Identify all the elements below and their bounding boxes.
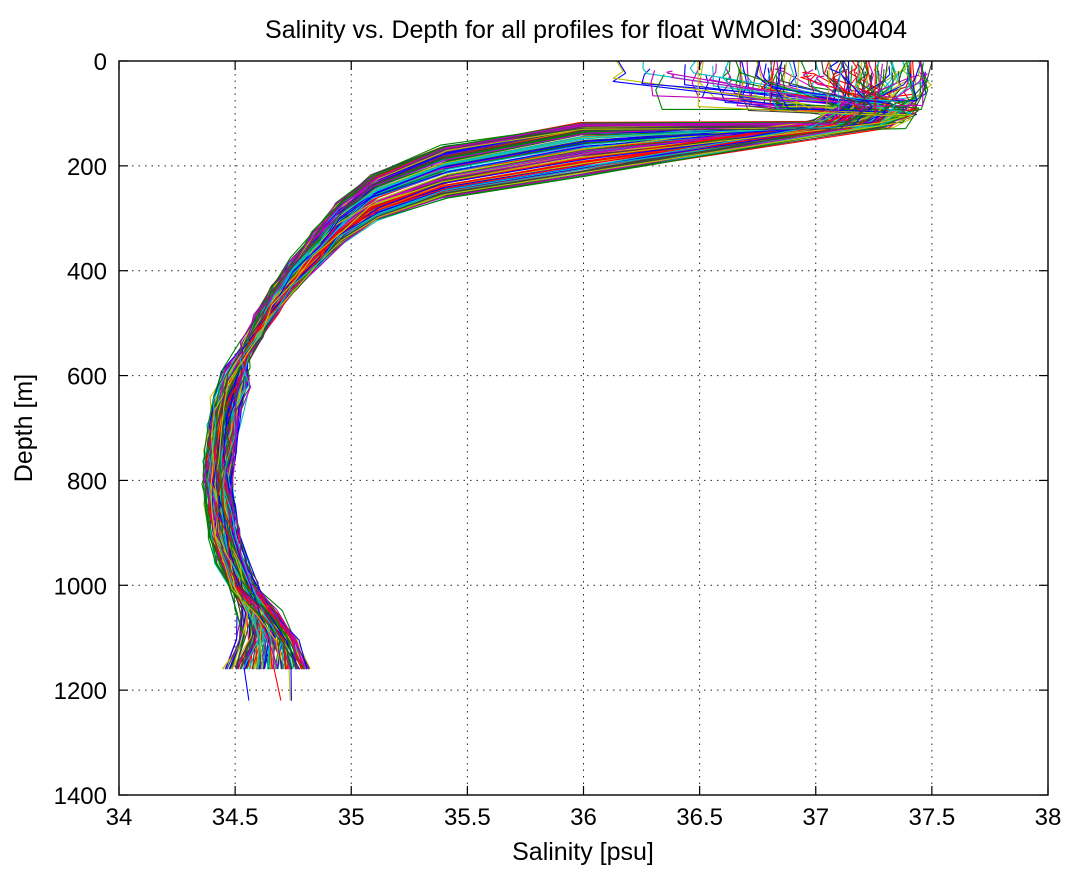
- salinity-profile-line: [205, 74, 891, 670]
- y-tick-label: 400: [67, 259, 107, 286]
- salinity-profile-line: [225, 60, 869, 669]
- x-tick-label: 35: [338, 804, 365, 831]
- salinity-profile-line: [202, 60, 927, 668]
- profile-lines: [201, 60, 933, 701]
- salinity-profile-line: [228, 74, 851, 670]
- salinity-profile-line: [222, 60, 843, 670]
- y-tick-label: 200: [67, 154, 107, 181]
- x-tick-label: 36.5: [676, 804, 723, 831]
- salinity-profile-line: [224, 70, 845, 668]
- y-tick-label: 600: [67, 364, 107, 391]
- salinity-profile-line: [215, 64, 873, 669]
- y-tick-label: 1200: [54, 678, 107, 705]
- salinity-profile-line: [203, 60, 924, 668]
- plot-area-frame: [118, 60, 1049, 796]
- salinity-profile-line: [212, 63, 860, 670]
- x-tick-label: 36: [570, 804, 597, 831]
- y-axis-tick-labels: 0 200 400 600 800 1000 1200 1400: [54, 49, 107, 810]
- salinity-profile-line: [219, 69, 901, 670]
- salinity-profile-line: [218, 60, 917, 668]
- x-tick-label: 34: [106, 804, 133, 831]
- x-tick-label: 37.5: [909, 804, 956, 831]
- grid: [119, 61, 1048, 795]
- x-axis-tick-labels: 34 34.5 35 35.5 36 36.5 37 37.5 38: [106, 804, 1062, 831]
- x-tick-label: 37: [802, 804, 829, 831]
- salinity-profile-line: [219, 60, 861, 670]
- salinity-profile-line: [210, 60, 914, 670]
- y-tick-label: 0: [94, 49, 107, 76]
- salinity-profile-line: [230, 60, 894, 670]
- x-tick-label: 34.5: [212, 804, 259, 831]
- x-tick-label: 35.5: [444, 804, 491, 831]
- y-tick-label: 1400: [54, 783, 107, 810]
- x-tick-label: 38: [1035, 804, 1062, 831]
- salinity-profile-line: [206, 71, 908, 670]
- x-axis-label: Salinity [psu]: [512, 838, 654, 866]
- axis-ticks: [118, 60, 1049, 796]
- y-axis-label: Depth [m]: [10, 374, 38, 482]
- y-tick-label: 800: [67, 468, 107, 495]
- y-tick-label: 1000: [54, 573, 107, 600]
- chart-title: Salinity vs. Depth for all profiles for …: [265, 16, 907, 44]
